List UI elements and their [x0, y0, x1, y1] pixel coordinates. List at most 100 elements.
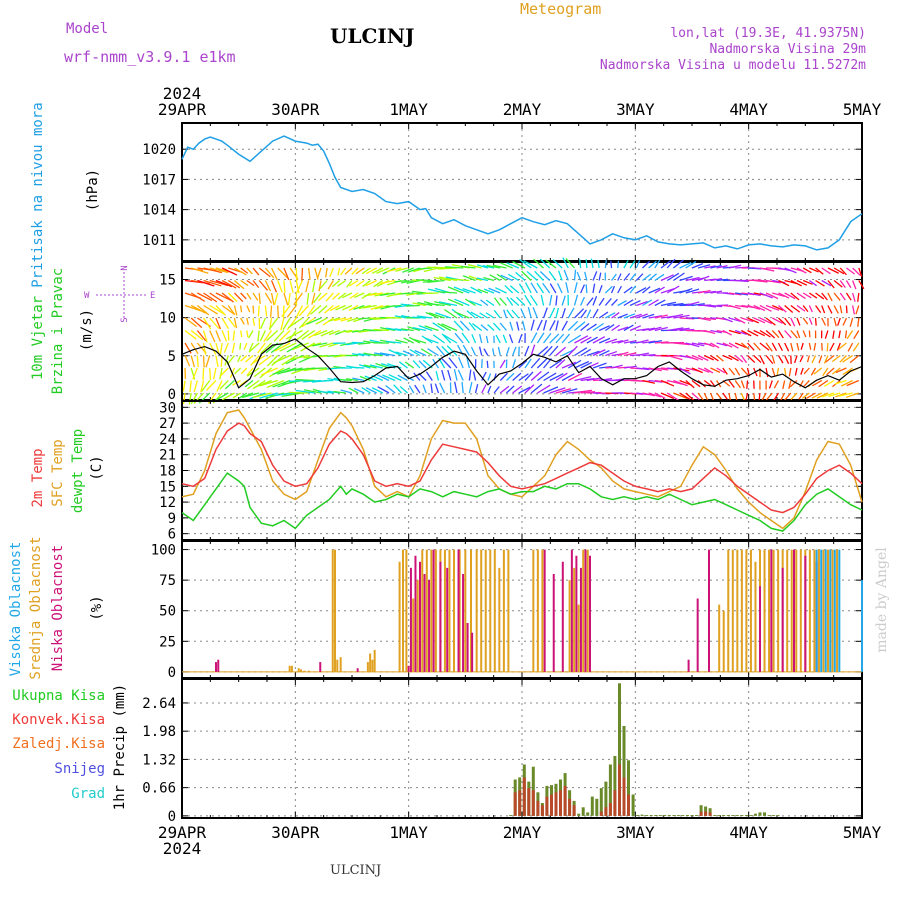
wind-barb: [203, 304, 218, 315]
wind-barb: [189, 380, 192, 393]
wind-barb: [747, 329, 759, 337]
wind-barb: [454, 332, 464, 344]
wind-barb: [629, 285, 637, 294]
wind-barb: [858, 280, 865, 290]
wind-barb: [666, 272, 680, 282]
wind-barb: [327, 354, 340, 357]
wind-barb: [542, 282, 551, 294]
wind-barb: [351, 341, 365, 344]
wind-barb: [800, 367, 804, 375]
wind-barb: [858, 267, 863, 277]
wind-barb: [561, 388, 578, 394]
wind-barb: [777, 355, 784, 364]
wind-barb: [435, 312, 452, 319]
wind-barb: [339, 329, 353, 333]
wind-barb: [393, 384, 402, 394]
wind-barb: [246, 330, 249, 338]
wind-barb: [246, 367, 254, 376]
wind-barb: [386, 292, 402, 298]
wind-barb: [734, 342, 747, 349]
wind-barb: [234, 280, 245, 290]
total-precip-bar: [599, 788, 603, 816]
wind-barb: [642, 286, 651, 294]
wind-barb: [263, 330, 273, 343]
total-precip-bar: [776, 815, 780, 816]
time-tick-label-top: 30APR: [271, 100, 320, 119]
coords-label: lon,lat (19.3E, 41.9375N): [670, 26, 866, 41]
wind-barb: [190, 392, 198, 405]
total-precip-bar: [726, 815, 730, 816]
wind-barb: [623, 286, 633, 294]
wind-barb: [782, 380, 786, 390]
wind-barb: [605, 312, 616, 319]
wind-barb: [470, 311, 483, 319]
wind-barb: [497, 346, 501, 356]
wind-barb: [233, 317, 238, 329]
wind-barb: [270, 267, 278, 280]
wind-barb: [642, 260, 651, 269]
wind-barb: [847, 342, 854, 352]
wind-barb: [728, 264, 742, 269]
y-tick-label: 1020: [142, 142, 176, 158]
wind-barb: [253, 367, 266, 378]
wind-barb: [839, 267, 847, 276]
wind-barb: [380, 279, 396, 285]
wind-barb: [654, 314, 668, 319]
wind-barb: [747, 317, 759, 324]
wind-barb: [240, 355, 248, 362]
wind-barb: [295, 378, 315, 382]
wind-barb: [565, 258, 575, 269]
wind-barb: [434, 301, 451, 307]
wind-barb: [307, 267, 311, 280]
wind-barb: [310, 305, 322, 315]
wind-barb: [337, 279, 347, 287]
wind-barb: [567, 345, 578, 356]
wind-barb: [574, 389, 592, 394]
wind-barb: [209, 317, 220, 330]
wind-barb: [369, 292, 383, 296]
wind-barb: [852, 292, 856, 302]
wind-barb: [215, 355, 219, 367]
wind-barb: [516, 321, 520, 331]
wind-barb: [500, 262, 513, 269]
wind-barb: [709, 392, 715, 401]
wind-barb: [487, 373, 492, 381]
wind-barb: [451, 278, 470, 282]
wind-barb: [216, 380, 223, 392]
wind-barb: [520, 308, 526, 319]
wind-barb: [790, 292, 800, 301]
wind-barb: [202, 367, 205, 380]
wind-barb: [395, 267, 408, 272]
wind-barb: [482, 265, 495, 269]
wind-barb: [691, 379, 701, 388]
wind-barb: [428, 312, 445, 319]
wind-barb: [741, 329, 752, 337]
wind-barb: [492, 322, 501, 331]
wind-barb: [561, 320, 568, 331]
wind-barb: [412, 290, 427, 294]
wind-barb: [853, 330, 860, 340]
wind-barb: [184, 317, 197, 328]
wind-barb: [190, 317, 203, 329]
wind-barb: [549, 387, 566, 394]
conv-precip-bar: [527, 788, 531, 816]
wind-barb: [809, 267, 819, 273]
wind-barb: [642, 340, 656, 344]
total-precip-bar: [722, 815, 726, 816]
wind-barb: [478, 346, 483, 356]
wind-barb: [788, 367, 792, 377]
wind-barb: [358, 353, 371, 357]
wind-barb: [252, 317, 256, 326]
wind-barb: [524, 384, 535, 394]
conv-precip-bar: [613, 790, 617, 816]
wind-barb: [540, 294, 545, 306]
wind-barb: [219, 367, 223, 380]
wind-barb: [487, 385, 492, 394]
wind-barb: [543, 372, 557, 382]
wind-barb: [250, 355, 260, 366]
wind-barb: [697, 367, 710, 373]
wind-speed-line: [181, 338, 863, 389]
wind-barb: [599, 365, 613, 369]
wind-barb: [810, 367, 817, 376]
wind-barb: [402, 267, 414, 273]
